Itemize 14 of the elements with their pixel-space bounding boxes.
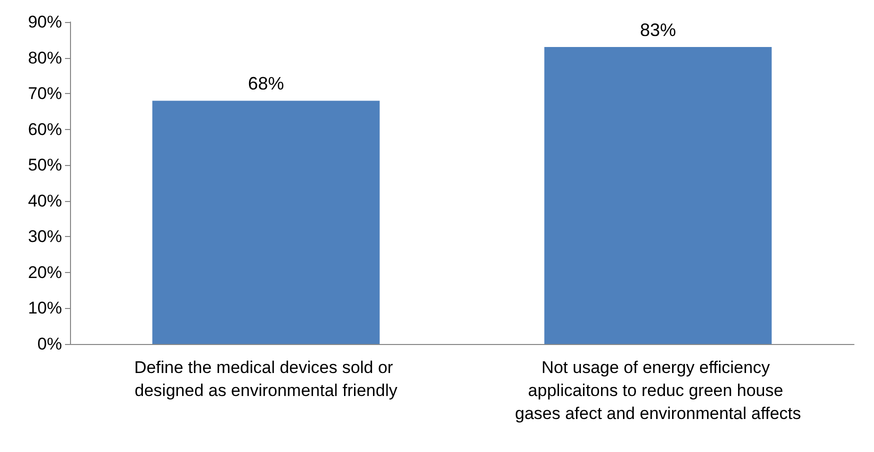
x-tick-label: Define the medical devices sold or designed as environmental friendly — [134, 358, 398, 400]
y-tick-label: 50% — [28, 156, 62, 175]
y-tick-label: 10% — [28, 298, 62, 318]
y-tick-label: 60% — [28, 120, 62, 139]
y-tick-label: 20% — [28, 262, 62, 282]
y-tick-label: 30% — [28, 227, 62, 246]
data-label: 68% — [248, 74, 284, 94]
y-tick-label: 90% — [28, 12, 62, 32]
x-tick-label: Not usage of energy efficiency applicaitons to reduc green house gases afect and environmental affects — [514, 358, 802, 423]
y-tick-label: 70% — [28, 84, 62, 104]
y-tick-label: 0% — [37, 334, 62, 354]
data-label: 83% — [640, 20, 676, 40]
y-tick-label: 40% — [28, 191, 62, 210]
y-tick-label: 80% — [28, 48, 62, 68]
